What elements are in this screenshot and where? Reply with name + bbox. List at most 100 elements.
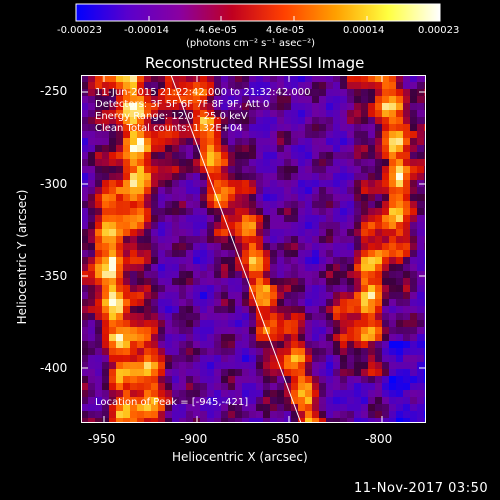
heatmap-cell: [298, 320, 305, 327]
heatmap-cell: [81, 194, 88, 201]
heatmap-cell: [235, 383, 242, 390]
heatmap-cell: [298, 180, 305, 187]
heatmap-cell: [144, 306, 151, 313]
heatmap-cell: [228, 369, 235, 376]
heatmap-cell: [417, 320, 424, 327]
heatmap-cell: [95, 313, 102, 320]
heatmap-cell: [417, 236, 424, 243]
heatmap-cell: [291, 348, 298, 355]
heatmap-cell: [375, 173, 382, 180]
heatmap-cell: [354, 418, 361, 423]
heatmap-cell: [333, 201, 340, 208]
heatmap-cell: [270, 131, 277, 138]
heatmap-cell: [382, 187, 389, 194]
heatmap-cell: [312, 285, 319, 292]
heatmap-cell: [277, 348, 284, 355]
heatmap-cell: [368, 194, 375, 201]
heatmap-cell: [305, 215, 312, 222]
heatmap-cell: [270, 229, 277, 236]
heatmap-cell: [291, 327, 298, 334]
heatmap-cell: [235, 299, 242, 306]
heatmap-cell: [291, 82, 298, 89]
heatmap-cell: [221, 187, 228, 194]
heatmap-cell: [410, 138, 417, 145]
heatmap-cell: [417, 110, 424, 117]
heatmap-cell: [200, 369, 207, 376]
heatmap-cell: [291, 117, 298, 124]
heatmap-cell: [403, 201, 410, 208]
heatmap-cell: [389, 313, 396, 320]
heatmap-cell: [326, 243, 333, 250]
heatmap-cell: [263, 376, 270, 383]
heatmap-cell: [88, 285, 95, 292]
heatmap-cell: [179, 355, 186, 362]
heatmap-cell: [396, 299, 403, 306]
heatmap-cell: [340, 82, 347, 89]
heatmap-cell: [389, 376, 396, 383]
heatmap-cell: [158, 138, 165, 145]
heatmap-cell: [88, 215, 95, 222]
heatmap-cell: [151, 243, 158, 250]
heatmap-cell: [291, 124, 298, 131]
heatmap-cell: [235, 306, 242, 313]
heatmap-cell: [200, 257, 207, 264]
heatmap-cell: [319, 271, 326, 278]
heatmap-cell: [228, 201, 235, 208]
heatmap-cell: [347, 383, 354, 390]
heatmap-cell: [256, 257, 263, 264]
heatmap-cell: [298, 159, 305, 166]
heatmap-cell: [361, 89, 368, 96]
heatmap-cell: [116, 89, 123, 96]
heatmap-cell: [389, 383, 396, 390]
heatmap-cell: [109, 75, 116, 82]
heatmap-cell: [375, 320, 382, 327]
heatmap-cell: [123, 418, 130, 423]
heatmap-cell: [270, 369, 277, 376]
heatmap-cell: [361, 75, 368, 82]
heatmap-cell: [151, 89, 158, 96]
heatmap-cell: [221, 397, 228, 404]
heatmap-cell: [354, 229, 361, 236]
heatmap-cell: [207, 201, 214, 208]
heatmap-cell: [368, 362, 375, 369]
heatmap-cell: [347, 124, 354, 131]
heatmap-cell: [368, 278, 375, 285]
heatmap-cell: [116, 222, 123, 229]
heatmap-cell: [207, 159, 214, 166]
heatmap-cell: [102, 257, 109, 264]
heatmap-cell: [200, 236, 207, 243]
heatmap-cell: [200, 194, 207, 201]
heatmap-cell: [396, 285, 403, 292]
heatmap-cell: [137, 418, 144, 423]
heatmap-cell: [228, 383, 235, 390]
heatmap-cell: [172, 75, 179, 82]
heatmap-cell: [130, 96, 137, 103]
heatmap-cell: [81, 82, 88, 89]
heatmap-cell: [389, 327, 396, 334]
heatmap-cell: [221, 222, 228, 229]
heatmap-cell: [172, 264, 179, 271]
heatmap-cell: [375, 110, 382, 117]
heatmap-cell: [396, 292, 403, 299]
heatmap-cell: [95, 89, 102, 96]
heatmap-cell: [88, 103, 95, 110]
heatmap-cell: [298, 103, 305, 110]
heatmap-cell: [102, 194, 109, 201]
heatmap-cell: [179, 278, 186, 285]
heatmap-cell: [333, 278, 340, 285]
heatmap-cell: [102, 292, 109, 299]
heatmap-cell: [193, 257, 200, 264]
heatmap-cell: [340, 173, 347, 180]
heatmap-cell: [207, 306, 214, 313]
heatmap-cell: [242, 82, 249, 89]
heatmap-cell: [277, 355, 284, 362]
heatmap-cell: [382, 215, 389, 222]
heatmap-cell: [417, 222, 424, 229]
heatmap-cell: [291, 404, 298, 411]
heatmap-cell: [102, 411, 109, 418]
heatmap-cell: [375, 117, 382, 124]
heatmap-cell: [389, 180, 396, 187]
heatmap-cell: [410, 299, 417, 306]
heatmap-cell: [186, 404, 193, 411]
heatmap-cell: [312, 201, 319, 208]
